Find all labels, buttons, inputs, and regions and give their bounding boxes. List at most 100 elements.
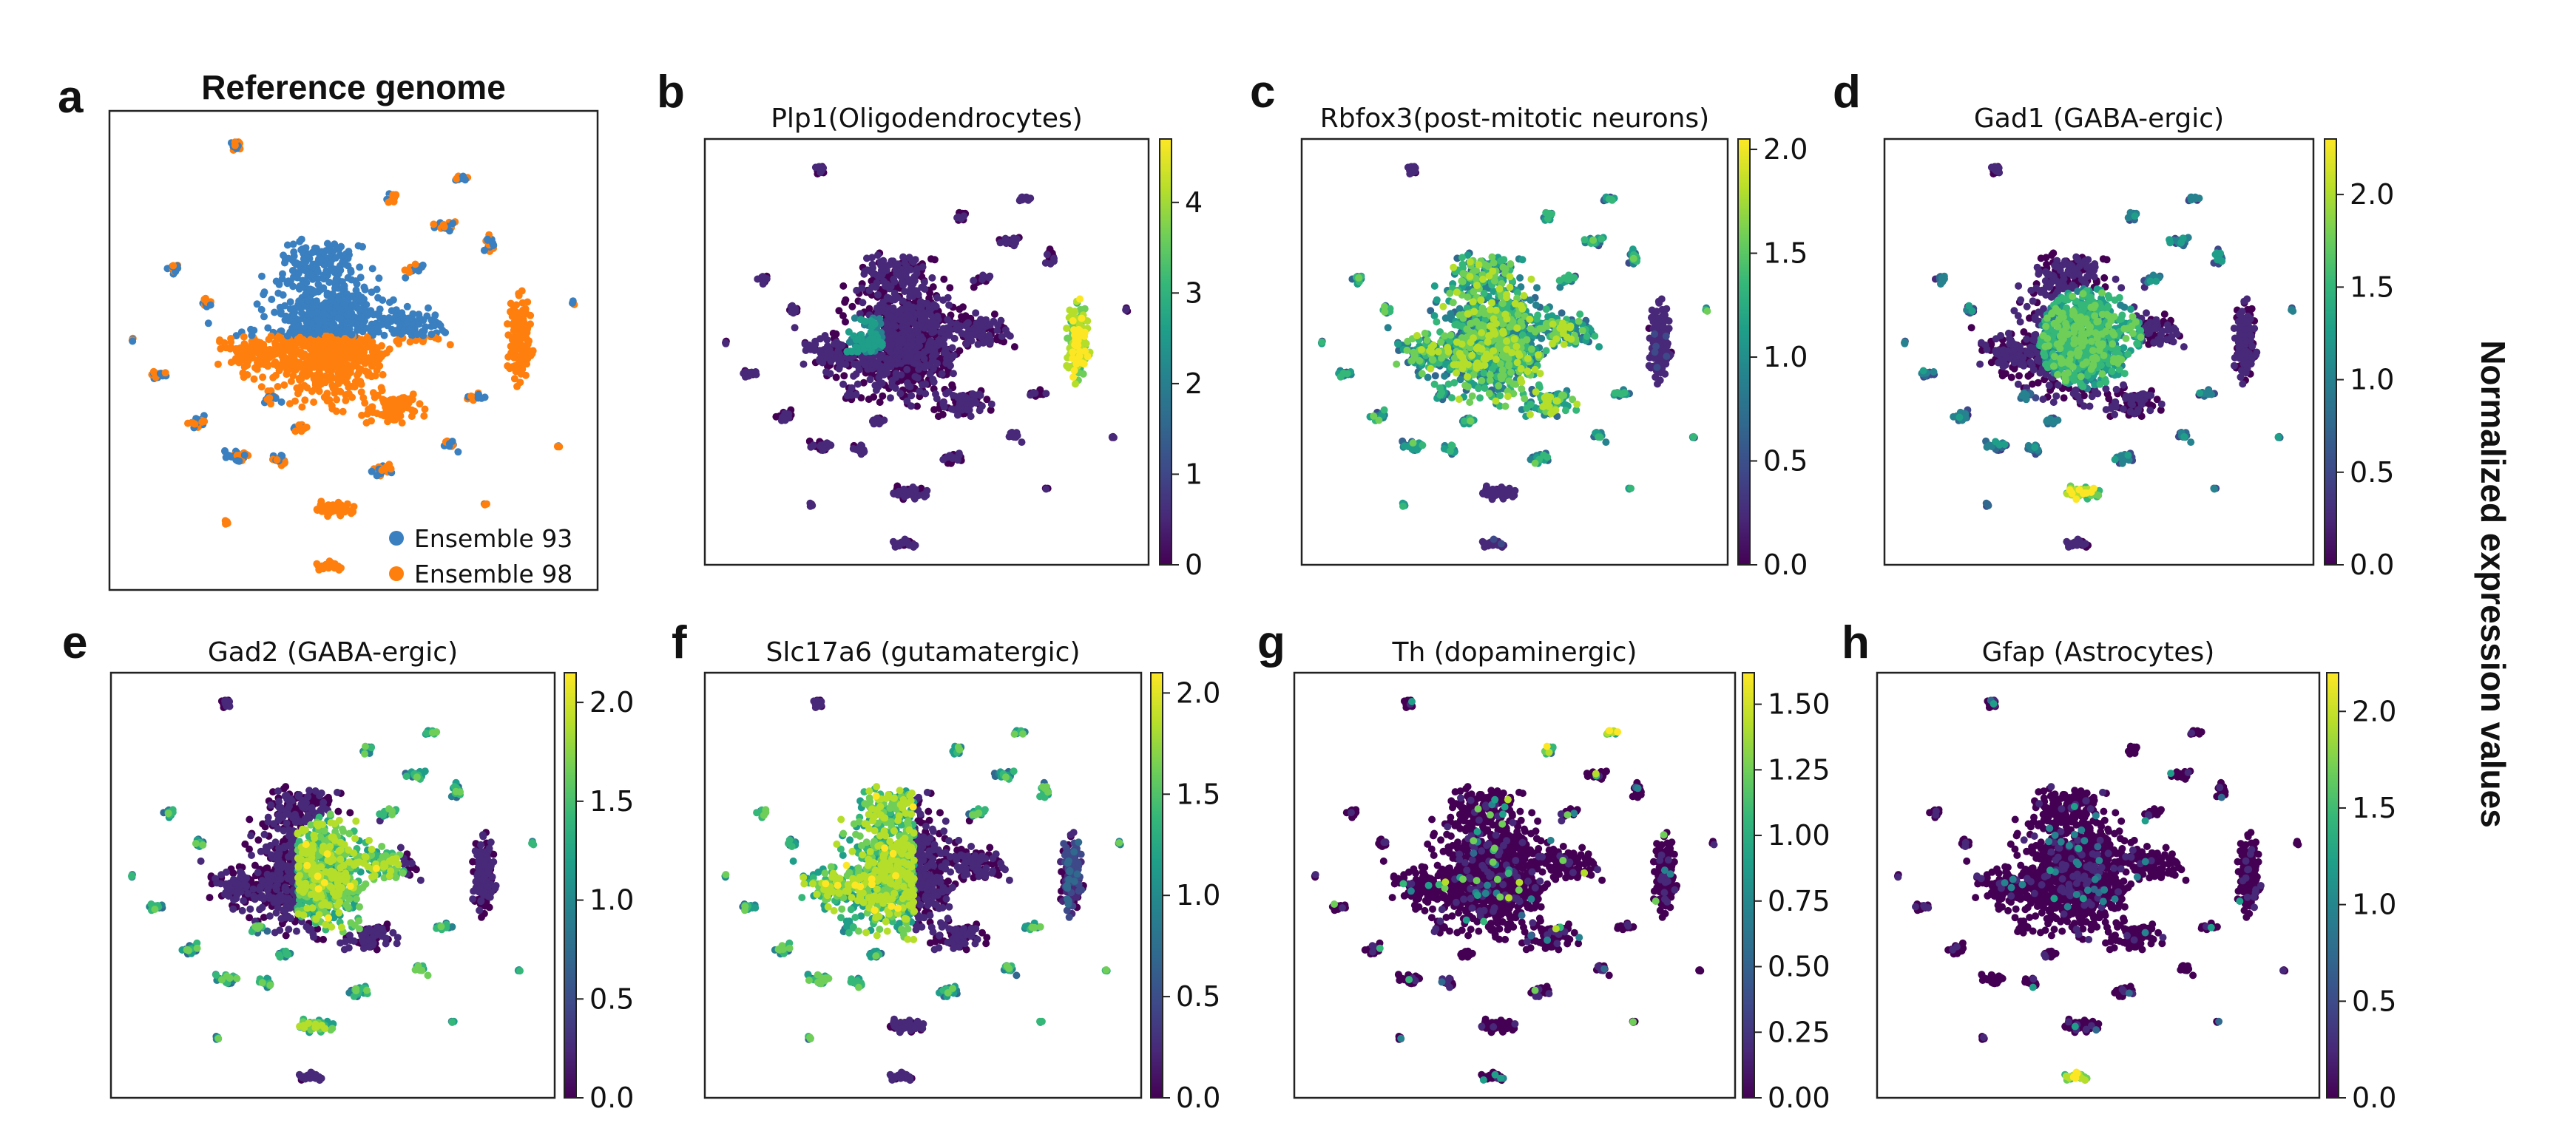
data-point (376, 305, 384, 313)
data-point (248, 340, 256, 348)
data-point (329, 309, 337, 317)
data-point (1620, 389, 1629, 397)
data-point (902, 272, 910, 280)
data-point (920, 355, 928, 363)
data-point (314, 327, 322, 334)
data-point (273, 456, 281, 464)
data-point (1492, 491, 1500, 499)
data-point (285, 277, 293, 285)
data-point (383, 322, 391, 330)
data-point (355, 369, 363, 377)
data-point (874, 291, 882, 299)
data-point (1007, 430, 1015, 437)
data-point (970, 283, 978, 291)
data-point (308, 248, 317, 257)
data-point (504, 362, 512, 370)
data-point (430, 322, 439, 330)
data-point (959, 303, 967, 311)
data-point (250, 375, 258, 383)
data-point (876, 369, 885, 377)
legend-marker (389, 566, 404, 581)
data-point (817, 169, 825, 177)
data-point (1018, 438, 1026, 447)
data-point (375, 274, 383, 282)
data-point (286, 305, 294, 313)
data-point (901, 357, 909, 365)
data-point (365, 342, 372, 350)
data-point (921, 318, 929, 326)
data-point (955, 404, 962, 412)
data-point (274, 333, 283, 341)
data-point (1458, 260, 1467, 268)
data-point (524, 350, 532, 358)
data-point (841, 298, 849, 306)
data-point (802, 347, 810, 354)
data-point (347, 266, 355, 274)
data-point (305, 354, 314, 362)
data-point (888, 321, 896, 329)
data-point (403, 404, 411, 412)
data-point (823, 336, 831, 344)
data-point (1433, 296, 1441, 304)
data-point (337, 266, 345, 274)
data-point (271, 394, 280, 402)
data-point (986, 335, 994, 343)
data-point (868, 318, 876, 326)
data-point (200, 418, 209, 425)
data-point (454, 448, 462, 456)
data-point (348, 339, 356, 346)
data-point (887, 394, 894, 402)
data-point (323, 397, 331, 405)
data-point (854, 335, 862, 343)
data-point (940, 403, 948, 411)
data-point (821, 352, 829, 360)
data-point (893, 347, 902, 355)
data-point (232, 345, 240, 353)
data-point (1069, 348, 1077, 356)
data-point (799, 360, 808, 368)
data-point (901, 535, 909, 543)
data-point (353, 280, 361, 288)
data-point (343, 311, 351, 319)
data-point (379, 370, 387, 379)
data-point (869, 416, 877, 424)
data-point (1516, 274, 1524, 282)
data-point (930, 322, 939, 330)
data-point (1651, 330, 1659, 338)
data-point (315, 387, 323, 396)
data-point (907, 392, 916, 400)
data-point (239, 369, 247, 377)
data-point (1042, 390, 1050, 398)
data-point (832, 330, 840, 338)
data-point (861, 317, 869, 325)
data-point (296, 386, 304, 394)
data-point (214, 360, 222, 368)
data-point (1063, 325, 1071, 333)
data-point (285, 400, 294, 408)
data-point (281, 259, 288, 267)
data-point (369, 409, 377, 416)
data-point (848, 384, 856, 392)
data-point (427, 330, 436, 339)
data-point (328, 320, 336, 328)
data-point (302, 279, 311, 287)
data-point (827, 357, 835, 365)
data-point (392, 306, 400, 314)
data-point (1447, 441, 1456, 449)
data-point (948, 405, 956, 413)
data-point (204, 319, 212, 327)
data-point (347, 509, 355, 517)
data-point (987, 400, 995, 408)
data-point (962, 340, 970, 348)
data-point (276, 303, 284, 311)
data-point (223, 519, 231, 527)
data-point (518, 299, 527, 307)
data-point (317, 257, 325, 265)
data-point (337, 374, 345, 382)
data-point (976, 323, 984, 331)
data-point (356, 351, 364, 359)
data-point (356, 274, 365, 282)
data-point (311, 338, 320, 346)
data-point (337, 315, 345, 323)
data-point (279, 291, 287, 299)
